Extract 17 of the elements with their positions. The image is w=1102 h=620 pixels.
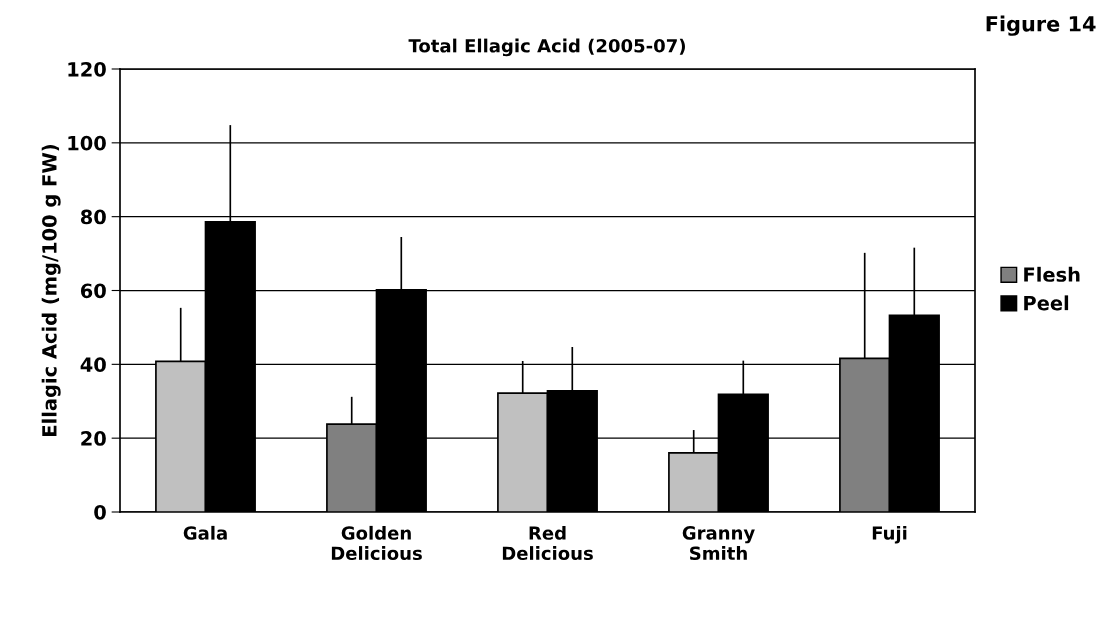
y-tick-label: 120 xyxy=(68,61,106,77)
x-tick-label: Fuji xyxy=(872,525,907,544)
legend-label: Flesh xyxy=(1024,266,1080,282)
y-tick-label: 0 xyxy=(94,504,106,520)
y-tick-label: 80 xyxy=(80,209,106,225)
legend-label: Peel xyxy=(1024,295,1069,311)
x-tick-label: Gala xyxy=(183,525,227,540)
y-tick-label: 40 xyxy=(80,357,106,372)
y-tick-label: 20 xyxy=(81,431,106,446)
y-tick-label: 60 xyxy=(80,283,106,299)
chart-title: Total Ellagic Acid (2005-07) xyxy=(408,38,685,57)
x-tick-label: Granny Smith xyxy=(682,526,755,561)
caption: Figure 14 xyxy=(986,15,1096,36)
y-tick-label: 100 xyxy=(68,135,106,151)
y-axis-title: Ellagic Acid (mg/100 g FW) xyxy=(41,144,61,436)
x-tick-label: Red Delicious xyxy=(502,525,593,561)
x-tick-label: Golden Delicious xyxy=(331,525,422,561)
